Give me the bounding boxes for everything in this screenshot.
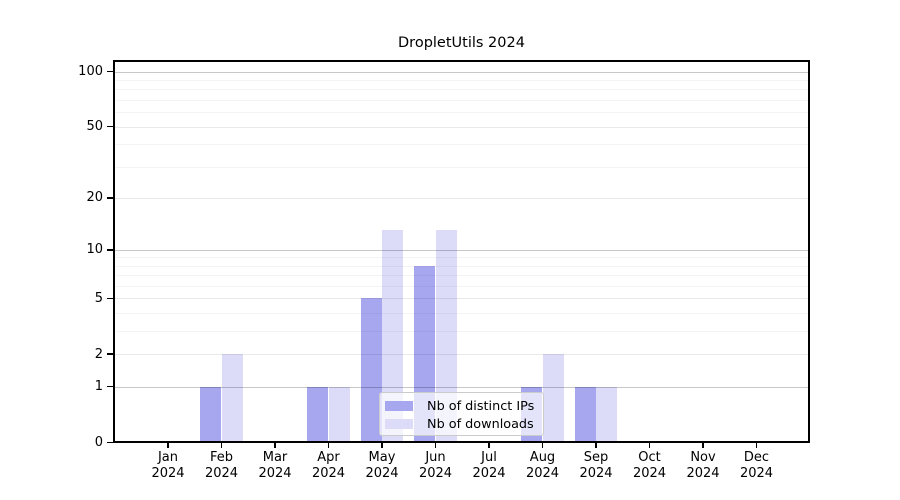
gridline-minor-8 (113, 265, 810, 267)
gridline-50 (113, 126, 810, 128)
spine-top (113, 60, 810, 62)
gridline-20 (113, 197, 810, 199)
bar-downloads-may (382, 230, 404, 443)
x-tick-jan (167, 443, 169, 448)
x-tick-oct (648, 443, 651, 448)
x-tick-label-jan: Jan 2024 (151, 450, 185, 481)
legend-swatch-distinct-ips (385, 400, 413, 412)
gridline-2 (113, 354, 810, 356)
gridline-minor-9 (113, 257, 810, 259)
bar-downloads-apr (328, 386, 350, 443)
y-tick-50 (107, 125, 113, 128)
legend-entry-distinct-ips: Nb of distinct IPs (385, 397, 543, 415)
x-tick-dec (755, 443, 758, 448)
y-tick-label-2: 2 (94, 346, 103, 362)
gridline-minor-70 (113, 100, 810, 101)
bar-downloads-jun (435, 230, 457, 443)
bar-downloads-sep (596, 386, 618, 443)
gridline-100 (113, 71, 810, 73)
x-tick-label-mar: Mar 2024 (258, 450, 292, 481)
legend-label-distinct-ips: Nb of distinct IPs (427, 398, 535, 414)
x-tick-apr (327, 443, 330, 448)
x-tick-label-apr: Apr 2024 (311, 450, 346, 481)
gridline-minor-90 (113, 80, 810, 82)
y-tick-1 (107, 385, 113, 388)
y-tick-2 (107, 353, 113, 355)
x-tick-label-feb: Feb 2024 (204, 450, 239, 481)
x-tick-label-oct: Oct 2024 (632, 450, 667, 481)
bar-downloads-aug (542, 354, 564, 443)
chart-title: DropletUtils 2024 (398, 35, 525, 51)
y-tick-label-10: 10 (86, 242, 103, 258)
x-tick-sep (595, 443, 597, 448)
gridline-minor-60 (113, 112, 810, 114)
bar-distinct-ips-sep (574, 386, 596, 443)
y-tick-label-1: 1 (94, 379, 103, 395)
y-tick-5 (107, 297, 113, 300)
y-tick-20 (107, 197, 113, 199)
bar-downloads-feb (221, 354, 243, 443)
x-tick-feb (220, 443, 223, 448)
y-tick-100 (107, 70, 113, 73)
x-tick-jun (434, 443, 437, 448)
y-tick-label-20: 20 (86, 190, 103, 206)
y-tick-label-100: 100 (78, 64, 103, 80)
y-tick-0 (107, 441, 113, 444)
bar-distinct-ips-may (360, 298, 382, 443)
x-tick-label-may: May 2024 (365, 450, 399, 481)
y-tick-10 (107, 248, 113, 251)
gridline-minor-40 (113, 144, 810, 146)
gridline-minor-30 (113, 166, 810, 168)
bar-distinct-ips-apr (307, 386, 329, 443)
gridline-minor-6 (113, 286, 810, 288)
legend-entry-downloads: Nb of downloads (385, 415, 543, 433)
x-tick-label-jul: Jul 2024 (472, 450, 506, 481)
y-tick-label-50: 50 (86, 119, 103, 135)
spine-right (808, 60, 810, 443)
legend-label-downloads: Nb of downloads (427, 416, 534, 432)
spine-left (113, 60, 115, 443)
gridline-minor-3 (113, 330, 810, 332)
x-tick-label-nov: Nov 2024 (686, 450, 720, 481)
x-tick-nov (702, 443, 704, 448)
x-tick-label-jun: Jun 2024 (418, 450, 453, 481)
gridline-minor-7 (113, 275, 810, 277)
gridline-minor-80 (113, 89, 810, 91)
x-tick-mar (274, 443, 276, 448)
bar-distinct-ips-feb (200, 386, 222, 443)
legend: Nb of distinct IPs Nb of downloads (379, 392, 544, 436)
y-tick-label-0: 0 (94, 434, 103, 450)
legend-swatch-downloads (385, 418, 413, 430)
x-tick-label-aug: Aug 2024 (525, 450, 560, 481)
x-tick-aug (541, 443, 544, 448)
spine-bottom (113, 441, 810, 444)
x-tick-may (381, 443, 383, 448)
x-tick-jul (488, 443, 490, 448)
x-tick-label-sep: Sep 2024 (579, 450, 613, 481)
gridline-10 (113, 249, 810, 251)
x-tick-label-dec: Dec 2024 (739, 450, 774, 481)
gridline-minor-4 (113, 313, 810, 315)
y-tick-label-5: 5 (94, 290, 103, 306)
gridline-1 (113, 386, 810, 388)
gridline-5 (113, 298, 810, 300)
